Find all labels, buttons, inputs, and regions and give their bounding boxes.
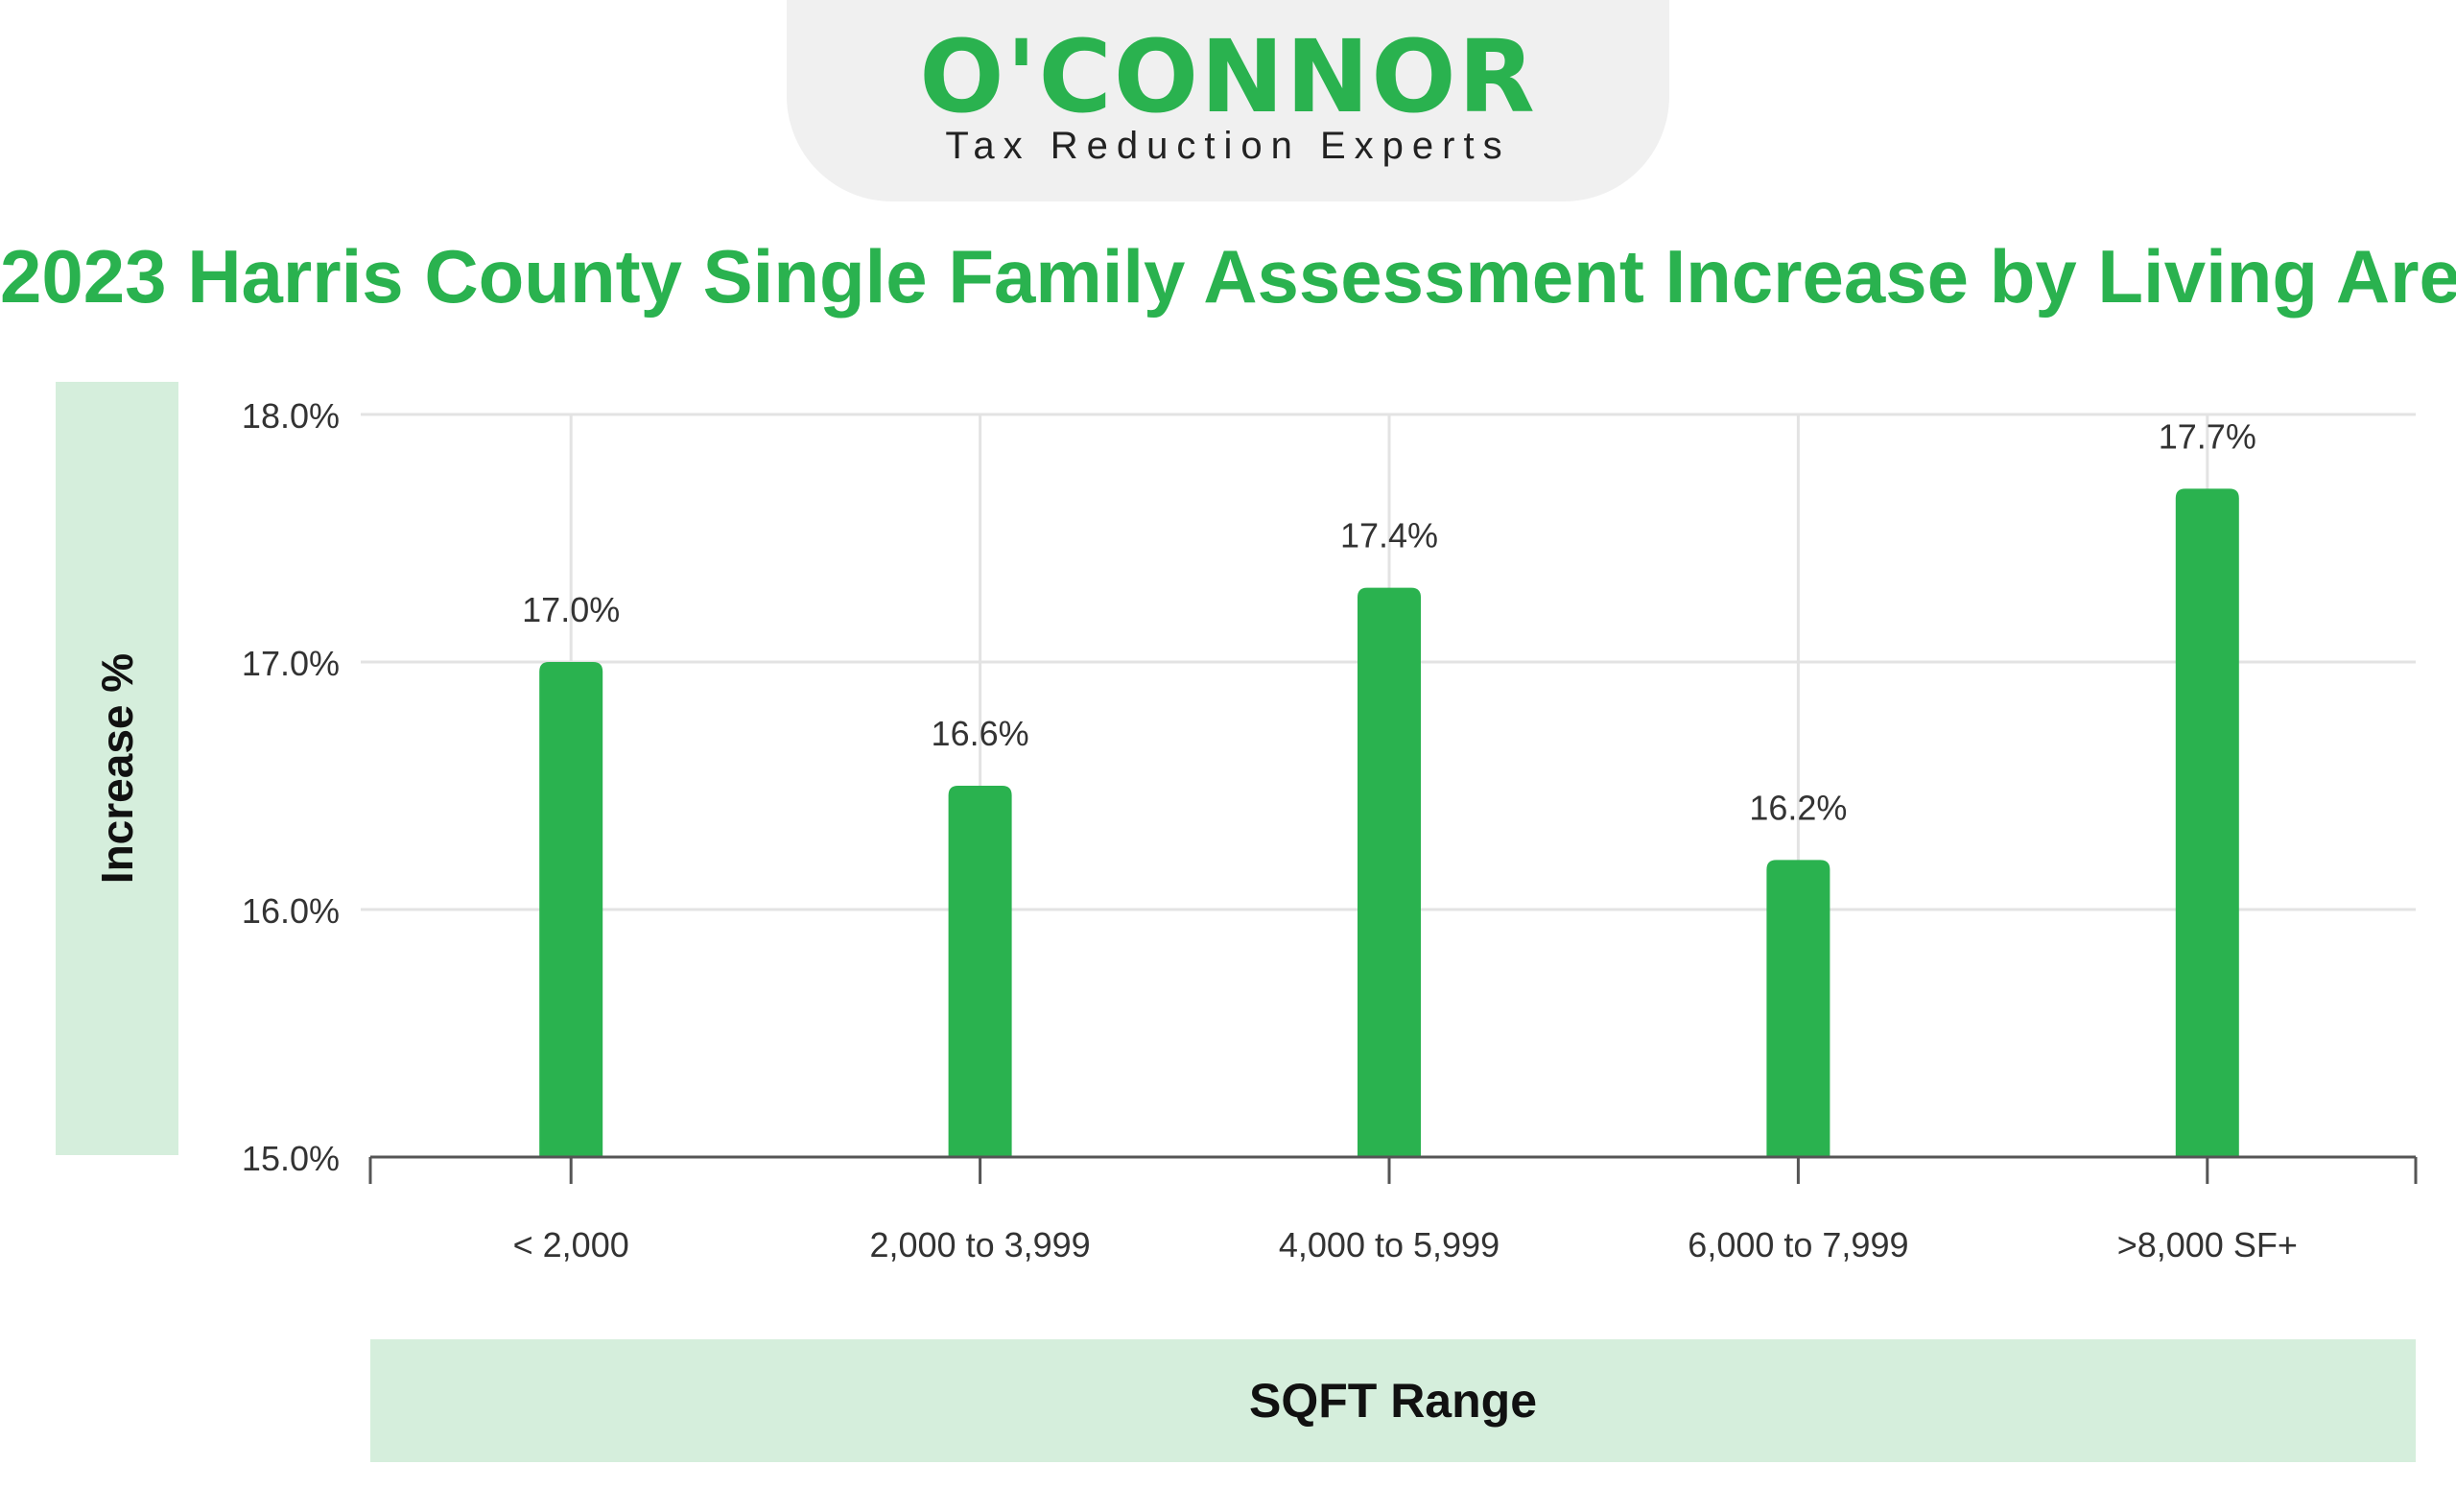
- y-axis-label-band: [56, 382, 178, 1155]
- x-tick-label: < 2,000: [513, 1225, 629, 1264]
- x-axis-label: SQFT Range: [1248, 1374, 1538, 1428]
- chart-title: 2023 Harris County Single Family Assessm…: [0, 234, 2456, 319]
- data-label: 17.7%: [2159, 416, 2256, 456]
- x-tick-label: 6,000 to 7,999: [1688, 1225, 1908, 1264]
- data-label: 17.0%: [522, 590, 620, 629]
- logo-wordmark: O'CONNOR: [919, 18, 1537, 135]
- y-tick-label: 16.0%: [242, 891, 340, 931]
- x-tick-label: >8,000 SF+: [2117, 1225, 2298, 1264]
- x-axis-label-band: [370, 1339, 2416, 1462]
- bar: [948, 786, 1012, 1157]
- data-label: 17.4%: [1340, 516, 1438, 555]
- data-label: 16.6%: [932, 714, 1029, 753]
- bar: [1766, 860, 1830, 1157]
- y-tick-label: 17.0%: [242, 644, 340, 683]
- y-tick-label: 18.0%: [242, 396, 340, 436]
- data-label: 16.2%: [1749, 788, 1847, 827]
- x-tick-label: 2,000 to 3,999: [869, 1225, 1090, 1264]
- x-tick-label: 4,000 to 5,999: [1279, 1225, 1500, 1264]
- bar: [539, 662, 603, 1157]
- bar: [2175, 488, 2239, 1157]
- logo-backdrop: [787, 0, 1669, 201]
- bar: [1358, 587, 1421, 1157]
- logo-tagline: Tax Reduction Experts: [945, 125, 1511, 167]
- y-tick-label: 15.0%: [242, 1139, 340, 1178]
